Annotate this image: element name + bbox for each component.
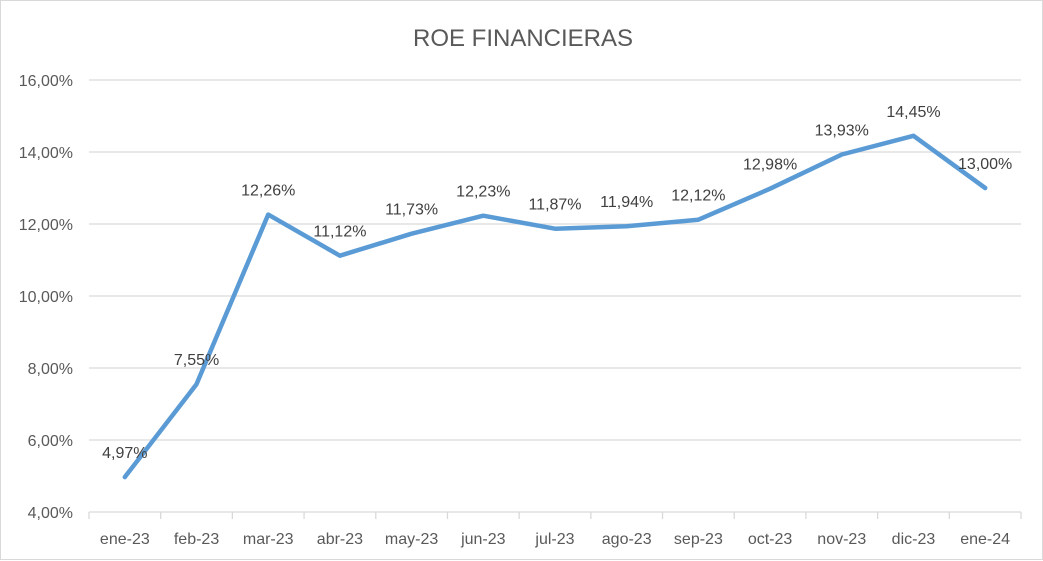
x-tick-label: abr-23 — [317, 531, 363, 548]
y-tick-label: 4,00% — [28, 505, 73, 522]
data-label: 14,45% — [886, 104, 940, 121]
data-label: 13,93% — [815, 123, 869, 140]
x-axis-ticks: ene-23 feb-23 mar-23 abr-23 may-23 jun-23 jul-… — [89, 512, 1021, 548]
y-tick-label: 8,00% — [28, 361, 73, 378]
x-tick-label: jul-23 — [534, 531, 574, 548]
x-tick-label: nov-23 — [817, 531, 866, 548]
y-tick-label: 6,00% — [28, 433, 73, 450]
y-tick-label: 12,00% — [19, 217, 73, 234]
x-tick-label: dic-23 — [892, 531, 936, 548]
y-tick-label: 10,00% — [19, 289, 73, 306]
x-tick-label: ene-24 — [960, 531, 1010, 548]
data-label: 11,12% — [313, 224, 366, 241]
data-label: 7,55% — [174, 352, 219, 369]
x-tick-label: oct-23 — [748, 531, 793, 548]
data-label: 12,23% — [456, 184, 510, 201]
data-label: 13,00% — [958, 156, 1012, 173]
data-label: 12,98% — [743, 157, 797, 174]
data-label: 11,73% — [385, 202, 438, 219]
y-axis-ticks: 4,00% 6,00% 8,00% 10,00% 12,00% 14,00% 16,00% — [19, 73, 73, 522]
x-tick-label: sep-23 — [674, 531, 723, 548]
x-tick-label: feb-23 — [174, 531, 219, 548]
x-tick-label: may-23 — [385, 531, 438, 548]
x-tick-label: jun-23 — [460, 531, 506, 548]
data-label: 12,26% — [241, 183, 295, 200]
y-tick-label: 14,00% — [19, 145, 73, 162]
x-tick-label: mar-23 — [243, 531, 294, 548]
data-label: 11,94% — [600, 194, 653, 211]
y-tick-label: 16,00% — [19, 73, 73, 90]
x-tick-label: ene-23 — [100, 531, 150, 548]
chart-title: ROE FINANCIERAS — [413, 25, 633, 52]
x-tick-label: ago-23 — [602, 531, 652, 548]
data-label: 12,12% — [671, 188, 725, 205]
data-label: 11,87% — [528, 197, 581, 214]
data-label: 4,97% — [102, 445, 147, 462]
